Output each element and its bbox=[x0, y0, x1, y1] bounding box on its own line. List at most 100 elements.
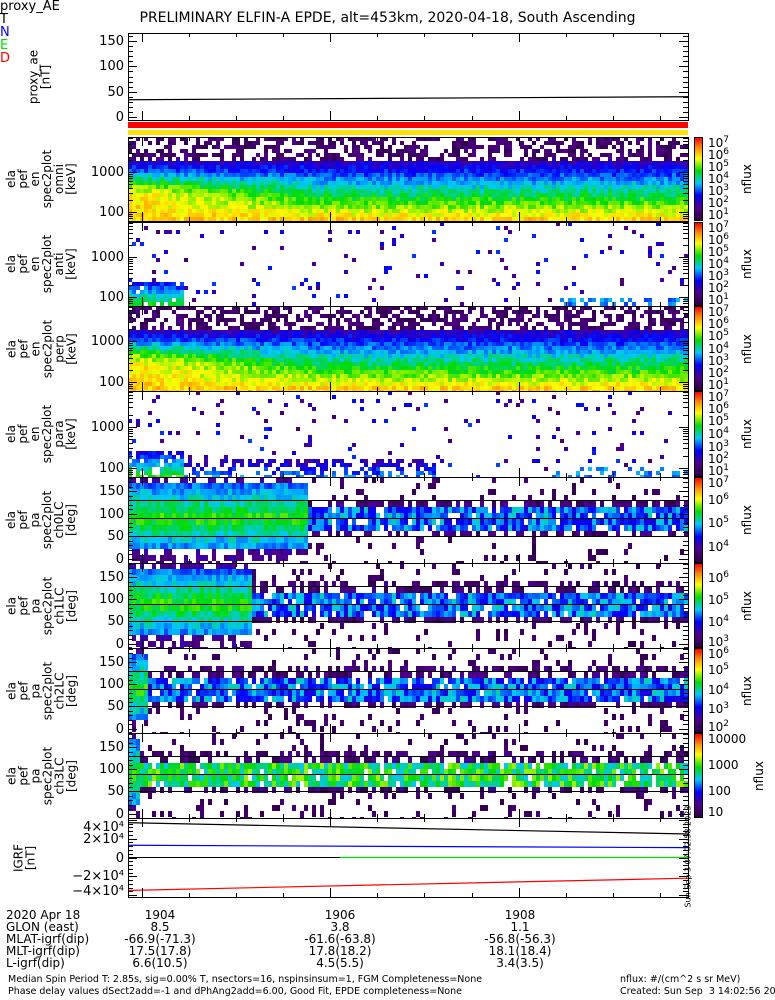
y-minor-tick bbox=[683, 435, 688, 437]
x-tick bbox=[330, 733, 332, 742]
y-minor-tick bbox=[128, 307, 133, 309]
y-axis-label-line: spec2plot bbox=[40, 576, 54, 635]
legend-proxy-ae: proxy_AE bbox=[0, 0, 60, 14]
y-tick-label: 50 bbox=[107, 699, 124, 715]
x-tick bbox=[377, 222, 379, 226]
y-minor-tick bbox=[128, 540, 133, 542]
x-tick bbox=[471, 217, 473, 221]
y-minor-tick bbox=[128, 265, 133, 267]
series-t bbox=[127, 822, 689, 835]
series-n bbox=[127, 844, 689, 849]
x-tick bbox=[565, 137, 567, 141]
y-minor-tick bbox=[128, 643, 133, 645]
x-tick bbox=[330, 648, 332, 657]
spectrogram-anti bbox=[128, 222, 688, 306]
y-minor-tick bbox=[683, 513, 688, 515]
colorbar-tick-label: 105 bbox=[708, 592, 730, 608]
y-minor-tick bbox=[683, 572, 688, 574]
y-minor-tick bbox=[683, 81, 688, 83]
y-minor-tick bbox=[683, 430, 688, 432]
x-tick bbox=[565, 222, 567, 226]
y-minor-tick bbox=[128, 383, 133, 385]
x-tick bbox=[377, 217, 379, 221]
x-tick bbox=[612, 302, 614, 306]
y-minor-tick bbox=[683, 477, 688, 479]
x-tick bbox=[612, 729, 614, 733]
y-tick-label: 150 bbox=[99, 740, 124, 756]
x-tick bbox=[142, 212, 144, 221]
x-tick bbox=[424, 302, 426, 306]
y-minor-tick bbox=[128, 630, 133, 632]
y-minor-tick bbox=[683, 545, 688, 547]
y-minor-tick bbox=[683, 887, 688, 889]
x-tick bbox=[612, 222, 614, 226]
y-minor-tick bbox=[683, 586, 688, 588]
y-minor-tick bbox=[683, 612, 688, 614]
y-axis-label-line: perp bbox=[52, 334, 66, 363]
y-tick-label: 150 bbox=[99, 484, 124, 500]
y-minor-tick bbox=[683, 679, 688, 681]
y-major-tick bbox=[128, 382, 137, 383]
x-tick bbox=[518, 391, 520, 400]
y-minor-tick bbox=[683, 540, 688, 542]
footer-row-value: 8.5 bbox=[150, 920, 170, 934]
x-tick bbox=[283, 893, 285, 897]
x-tick bbox=[283, 306, 285, 310]
colorbar-title: nflux bbox=[751, 760, 766, 791]
y-minor-tick bbox=[683, 671, 688, 673]
x-tick bbox=[471, 391, 473, 395]
y-minor-tick bbox=[683, 66, 688, 68]
y-minor-tick bbox=[683, 769, 688, 771]
y-minor-tick bbox=[683, 715, 688, 717]
x-tick bbox=[612, 559, 614, 563]
x-tick bbox=[471, 222, 473, 226]
colorbar-tick-label: 106 bbox=[708, 316, 730, 331]
y-minor-tick bbox=[683, 630, 688, 632]
colorbar-tick-label: 104 bbox=[708, 340, 730, 356]
colorbar-tick-label: 106 bbox=[708, 147, 730, 162]
y-minor-tick bbox=[128, 86, 133, 88]
y-minor-tick bbox=[683, 229, 688, 231]
y-minor-tick bbox=[683, 232, 688, 234]
x-tick bbox=[330, 137, 332, 146]
x-tick bbox=[283, 563, 285, 567]
y-minor-tick bbox=[128, 215, 133, 217]
y-minor-tick bbox=[683, 891, 688, 893]
y-major-tick bbox=[679, 212, 688, 214]
x-tick bbox=[377, 33, 379, 37]
y-minor-tick bbox=[128, 322, 133, 324]
colorbar-tick-label: 103 bbox=[708, 634, 730, 649]
y-minor-tick bbox=[128, 140, 133, 142]
y-minor-tick bbox=[683, 509, 688, 511]
x-tick bbox=[659, 473, 661, 477]
y-minor-tick bbox=[683, 180, 688, 182]
x-tick bbox=[424, 477, 426, 481]
x-tick bbox=[612, 33, 614, 37]
x-tick bbox=[612, 116, 614, 120]
y-major-tick bbox=[128, 426, 137, 428]
y-minor-tick bbox=[128, 773, 133, 775]
colorbar-tick-label: 107 bbox=[708, 304, 730, 319]
y-minor-tick bbox=[128, 350, 133, 352]
x-tick bbox=[471, 893, 473, 897]
colorbar-tick-label: 103 bbox=[708, 439, 730, 454]
x-tick bbox=[142, 222, 144, 231]
x-tick bbox=[377, 729, 379, 733]
y-minor-tick bbox=[128, 599, 133, 601]
y-minor-tick bbox=[128, 317, 133, 319]
x-tick bbox=[471, 814, 473, 818]
y-minor-tick bbox=[128, 495, 133, 497]
x-tick bbox=[330, 306, 332, 315]
y-minor-tick bbox=[128, 827, 133, 829]
y-minor-tick bbox=[683, 213, 688, 215]
y-minor-tick bbox=[683, 590, 688, 592]
colorbar-tick-label: 1000 bbox=[708, 757, 739, 772]
y-minor-tick bbox=[683, 106, 688, 108]
y-minor-tick bbox=[683, 764, 688, 766]
y-minor-tick bbox=[683, 876, 688, 878]
y-minor-tick bbox=[128, 392, 133, 394]
y-minor-tick bbox=[128, 724, 133, 726]
y-axis-label-line: ela bbox=[4, 681, 18, 700]
footer-row-value: -56.8(-56.3) bbox=[484, 932, 556, 946]
x-tick bbox=[612, 473, 614, 477]
